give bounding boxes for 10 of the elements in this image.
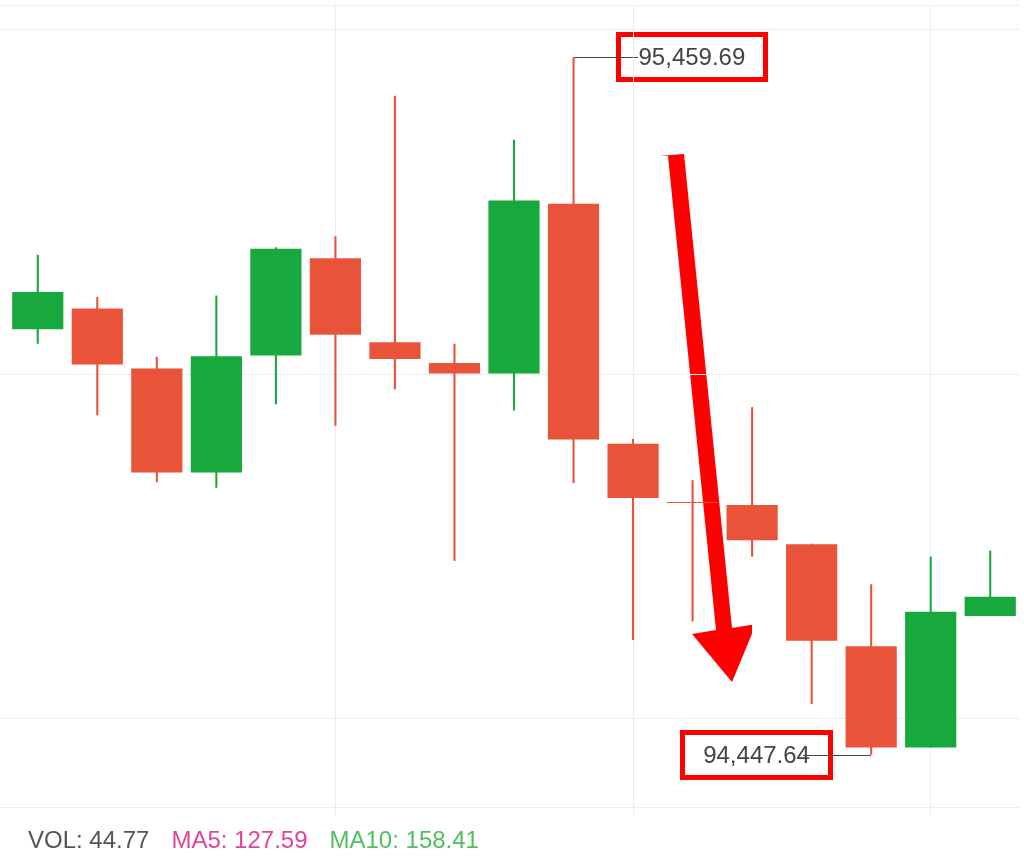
candlestick — [428, 343, 481, 561]
text: MA5: 127.59 — [171, 826, 308, 853]
outline-box: 94,447.64 — [680, 729, 833, 780]
text: MA10: 158.41 — [329, 826, 479, 853]
text: VOL: 44.77 — [28, 826, 150, 853]
candlestick — [369, 95, 421, 390]
candlestick — [666, 480, 719, 622]
outline-box: 95,459.69 — [615, 32, 769, 83]
annotation: 94,447.64 — [703, 740, 810, 768]
annotation: 95,459.69 — [638, 43, 746, 71]
